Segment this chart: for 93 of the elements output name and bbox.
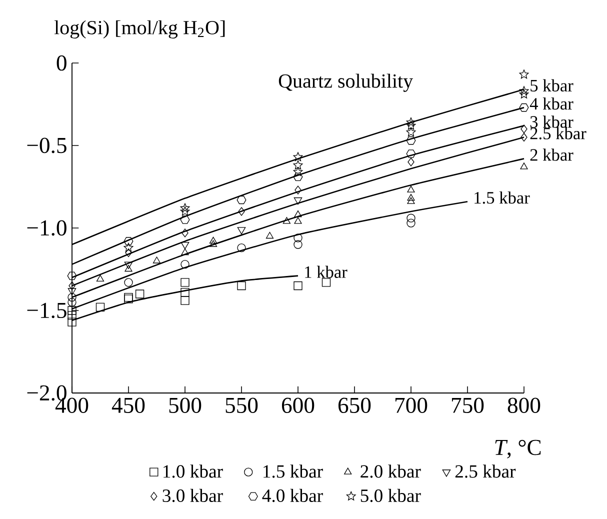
x-tick-label: 750 <box>452 398 484 414</box>
point <box>96 274 104 282</box>
point <box>322 278 331 287</box>
y-tick-label: 0 <box>56 55 66 71</box>
point <box>406 117 416 126</box>
point <box>520 132 528 142</box>
x-tick-label: 600 <box>282 398 314 414</box>
point <box>406 218 416 228</box>
x-tick-label: 500 <box>169 398 202 414</box>
x-tick-label: 550 <box>226 398 258 414</box>
point <box>180 206 190 216</box>
y-tick-label: −1.5 <box>27 302 66 318</box>
point <box>294 281 302 290</box>
point <box>180 260 190 269</box>
point <box>68 318 76 326</box>
point <box>237 227 246 234</box>
point <box>124 292 133 302</box>
point <box>406 120 416 130</box>
point <box>96 302 105 312</box>
x-tick-label: 450 <box>112 398 145 414</box>
point <box>180 296 190 305</box>
point <box>294 210 302 218</box>
point <box>407 197 415 204</box>
x-tick-label: 700 <box>395 398 428 414</box>
annotation: Quartz solubility <box>278 74 413 92</box>
legend-label: 5.0 kbar <box>360 488 421 502</box>
y-tick-label: −1.0 <box>27 220 66 236</box>
point <box>209 236 218 244</box>
point <box>293 166 303 176</box>
point <box>68 281 76 290</box>
point <box>182 228 188 238</box>
point <box>237 281 246 290</box>
legend-label: 1.5 kbar <box>264 464 323 478</box>
point <box>282 217 290 224</box>
point <box>124 237 134 246</box>
point <box>519 103 529 112</box>
point <box>124 264 132 272</box>
legend-label: 2.0 kbar <box>360 464 421 478</box>
point <box>152 256 161 264</box>
point <box>294 217 302 224</box>
point <box>293 152 303 162</box>
point <box>238 207 245 216</box>
series-label: 2.5 kbar <box>530 127 586 140</box>
point <box>294 186 302 194</box>
point <box>519 70 529 79</box>
point <box>520 162 528 170</box>
point <box>406 127 416 136</box>
point <box>294 234 302 242</box>
point <box>294 240 302 249</box>
point <box>519 86 529 96</box>
series-label: 1.5 kbar <box>474 191 530 204</box>
point <box>124 278 133 287</box>
legend-label: 1.0 kbar <box>164 464 223 478</box>
point <box>406 214 416 222</box>
point <box>180 278 190 287</box>
point <box>124 242 134 252</box>
y-axis-title: log(Si) [mol/kg H$_{2}$O] <box>54 20 225 38</box>
point <box>209 240 218 247</box>
point <box>406 136 416 145</box>
x-tick-label: 650 <box>338 398 371 414</box>
series-label: 4 kbar <box>530 97 574 110</box>
point <box>67 272 77 280</box>
point <box>407 186 415 192</box>
point <box>293 160 303 170</box>
y-tick-label: −0.5 <box>27 138 66 154</box>
point <box>68 292 76 302</box>
point <box>135 290 144 298</box>
point <box>124 294 133 304</box>
series-label: 2 kbar <box>530 148 574 161</box>
point <box>237 243 246 252</box>
point <box>406 150 416 158</box>
point <box>125 248 132 258</box>
legend-label: 4.0 kbar <box>262 488 323 502</box>
point <box>124 262 133 270</box>
point <box>68 311 76 320</box>
point <box>293 172 303 181</box>
point <box>266 232 274 239</box>
x-axis-title: T, °C <box>495 440 541 458</box>
series-label: 1 kbar <box>305 266 348 278</box>
legend-label: 3.0 kbar <box>162 488 223 502</box>
legend-label: 2.5 kbar <box>455 464 516 478</box>
point <box>180 216 190 224</box>
series-label: 5 kbar <box>530 79 574 92</box>
point <box>68 306 76 315</box>
point <box>180 288 190 297</box>
point <box>236 196 246 204</box>
point <box>68 298 76 307</box>
point <box>408 158 414 166</box>
point <box>407 194 415 201</box>
series-label: 3 kbar <box>530 116 574 128</box>
point <box>180 203 190 212</box>
point <box>294 197 302 205</box>
x-tick-label: 800 <box>508 398 540 414</box>
